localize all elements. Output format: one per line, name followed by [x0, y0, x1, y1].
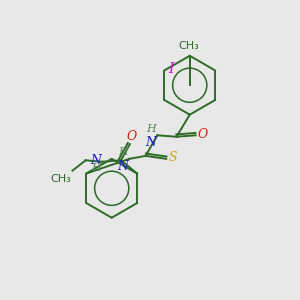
Text: S: S: [169, 152, 177, 164]
Text: O: O: [198, 128, 208, 141]
Text: H: H: [91, 163, 101, 173]
Text: I: I: [169, 62, 174, 76]
Text: N: N: [145, 136, 156, 149]
Text: H: H: [146, 124, 156, 134]
Text: CH₃: CH₃: [178, 41, 199, 51]
Text: O: O: [126, 130, 136, 142]
Text: CH₃: CH₃: [50, 174, 71, 184]
Text: N: N: [117, 160, 128, 173]
Text: N: N: [90, 154, 101, 167]
Text: H: H: [118, 147, 128, 158]
